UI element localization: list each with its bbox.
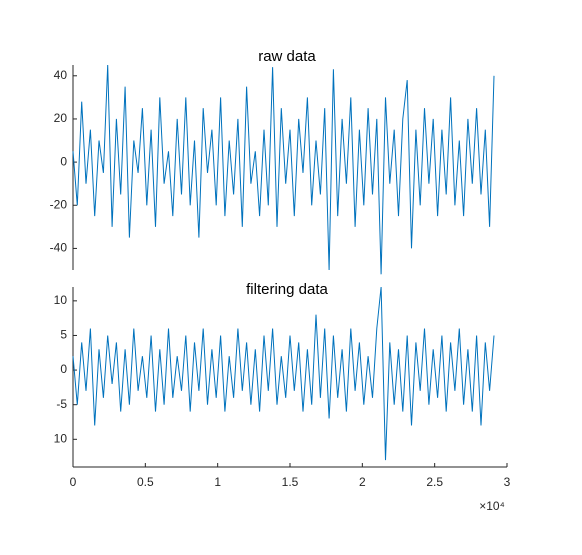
x-tick-label: 0	[70, 475, 77, 489]
y-tick-label: 5	[60, 328, 67, 342]
x-tick-label: 1.5	[282, 475, 299, 489]
y-tick-label: 10	[54, 293, 68, 307]
x-exponent-label: ×10⁴	[479, 499, 505, 513]
x-tick-label: 2.5	[426, 475, 443, 489]
chart-title: raw data	[258, 48, 316, 65]
chart-title: filtering data	[246, 281, 328, 298]
y-tick-label: 10	[54, 431, 68, 445]
x-tick-label: 3	[504, 475, 511, 489]
y-tick-label: -20	[50, 197, 68, 211]
x-tick-label: 2	[359, 475, 366, 489]
data-line	[72, 286, 495, 461]
y-tick-label: -40	[50, 241, 68, 255]
data-line	[72, 64, 495, 275]
y-tick-label: 40	[54, 68, 68, 82]
y-tick-label: 0	[60, 362, 67, 376]
y-tick-label: -5	[56, 397, 67, 411]
x-tick-label: 1	[214, 475, 221, 489]
x-tick-label: 0.5	[137, 475, 154, 489]
y-tick-label: 0	[60, 154, 67, 168]
y-tick-label: 20	[54, 111, 68, 125]
